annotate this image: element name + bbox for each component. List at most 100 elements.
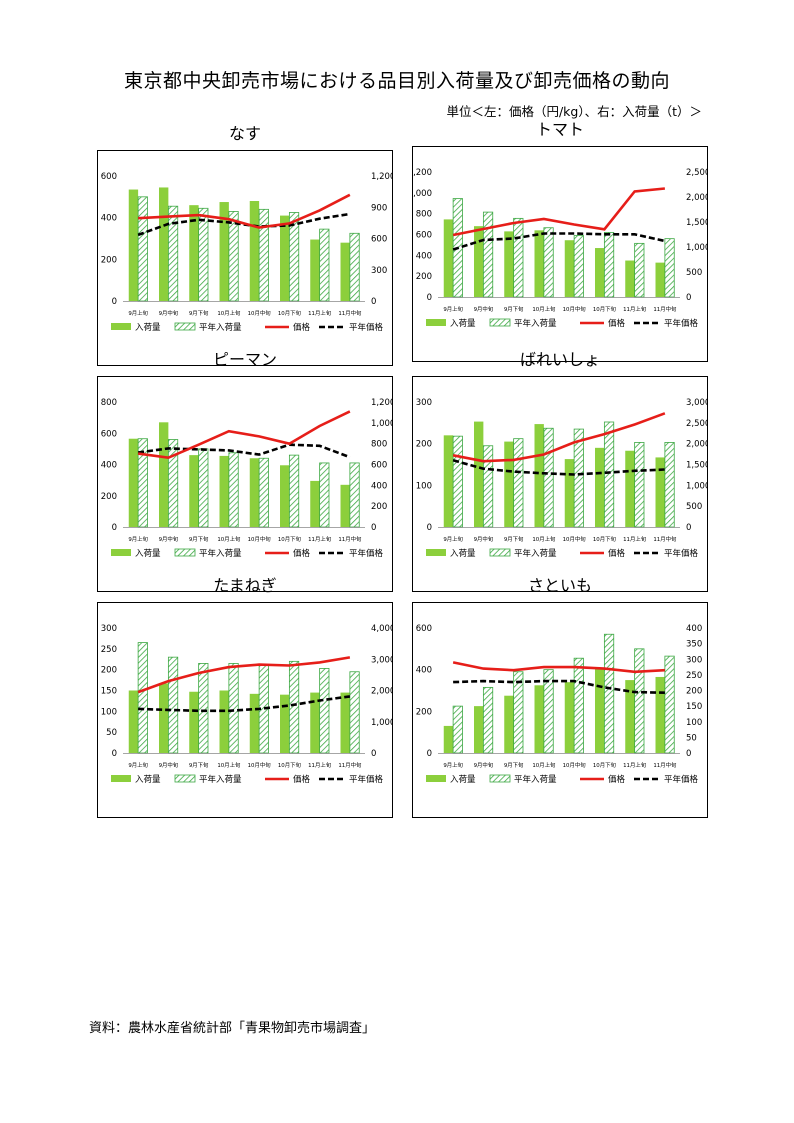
bar-volume (443, 725, 454, 753)
legend-normal-volume-label: 平年入荷量 (199, 774, 242, 785)
bar-normal-volume (349, 671, 360, 754)
category-label: 10月下旬 (278, 309, 302, 317)
bar-volume (219, 690, 229, 753)
category-label: 9月上旬 (443, 761, 463, 769)
legend-volume-label: 入荷量 (135, 774, 161, 785)
bar-volume (594, 447, 605, 527)
bar-normal-volume (634, 442, 645, 528)
category-label: 11月上旬 (623, 535, 647, 543)
category-label: 11月上旬 (308, 309, 332, 317)
bar-volume (655, 262, 665, 297)
legend-price-label: 価格 (608, 774, 626, 785)
bar-volume (564, 682, 575, 753)
category-label: 9月下旬 (189, 761, 209, 769)
bar-volume (189, 691, 199, 753)
bar-normal-volume (349, 462, 360, 528)
chart-nasu: 0 200 400 600 0 300 600 900 1,200 9月上旬 9月中旬 9月下旬 10月… (97, 150, 393, 366)
chart-panel: さといも 0 200 400 600 0 50 100 150 200 250 300 350 400 9… (412, 576, 708, 818)
right-tick-label: 900 (371, 203, 387, 213)
left-tick-label: 1,200 (412, 168, 432, 178)
bar-volume (625, 450, 635, 527)
bar-normal-volume (603, 421, 615, 528)
bar-normal-volume (137, 196, 148, 302)
right-tick-label: 3,000 (686, 398, 708, 408)
left-tick-label: 150 (101, 687, 117, 697)
legend-price-label: 価格 (293, 322, 311, 333)
category-label: 9月上旬 (443, 305, 463, 313)
bar-normal-volume (288, 660, 300, 754)
bar-volume (158, 683, 169, 753)
bar-normal-volume (319, 668, 330, 754)
bar-volume (594, 248, 605, 297)
right-tick-label: 600 (371, 235, 387, 245)
category-label: 10月下旬 (278, 761, 302, 769)
bar-normal-volume (664, 655, 675, 754)
right-tick-label: 2,000 (686, 193, 708, 203)
bar-volume (625, 680, 635, 753)
right-tick-label: 500 (686, 502, 702, 512)
bar-normal-volume (198, 207, 209, 302)
bar-volume (534, 685, 544, 753)
chart-satoimo: 0 200 400 600 0 50 100 150 200 250 300 350 400 9月上旬 9月… (412, 602, 708, 818)
right-tick-label: 200 (686, 687, 702, 697)
right-tick-label: 2,500 (686, 419, 708, 429)
bar-volume (340, 692, 350, 753)
right-tick-label: 100 (686, 718, 702, 728)
left-tick-label: 0 (112, 523, 117, 533)
bar-volume (443, 435, 454, 527)
legend-normal-volume-swatch (174, 548, 196, 557)
bar-normal-volume (573, 428, 584, 528)
bar-volume (625, 260, 635, 297)
bar-normal-volume (603, 232, 615, 298)
category-label: 9月下旬 (189, 535, 209, 543)
bar-volume (128, 189, 139, 301)
right-tick-label: 1,000 (371, 718, 393, 728)
bar-volume (504, 231, 514, 297)
legend-normal-price-label: 平年価格 (349, 322, 384, 333)
right-tick-label: 600 (371, 461, 387, 471)
legend-normal-volume-swatch (489, 318, 511, 327)
category-label: 11月中旬 (338, 761, 362, 769)
bar-normal-volume (543, 427, 554, 528)
category-label: 9月上旬 (128, 309, 148, 317)
legend-volume-swatch (111, 323, 131, 330)
line-price (137, 656, 351, 694)
bar-volume (279, 694, 290, 753)
bar-normal-volume (349, 232, 360, 302)
category-label: 10月上旬 (532, 305, 556, 313)
right-tick-label: 0 (371, 297, 376, 307)
right-tick-label: 4,000 (371, 624, 393, 634)
category-label: 11月上旬 (623, 761, 647, 769)
bar-volume (340, 484, 350, 527)
bar-volume (473, 226, 484, 297)
bar-normal-volume (137, 642, 148, 754)
line-price (452, 187, 666, 237)
right-tick-label: 1,500 (686, 218, 708, 228)
category-label: 11月中旬 (653, 761, 677, 769)
left-tick-label: 200 (416, 272, 432, 282)
left-tick-label: 400 (101, 461, 117, 471)
line-price (452, 661, 665, 674)
right-tick-label: 2,000 (371, 687, 393, 697)
chart-title: トマト (535, 120, 584, 139)
legend-normal-volume-label: 平年入荷量 (514, 774, 557, 785)
left-tick-label: 50 (106, 728, 117, 738)
right-tick-label: 1,200 (371, 398, 393, 408)
left-tick-label: 300 (101, 624, 117, 634)
left-tick-label: 200 (416, 707, 432, 717)
left-tick-label: 400 (416, 251, 432, 261)
bar-normal-volume (634, 648, 645, 754)
category-label: 11月中旬 (653, 535, 677, 543)
category-label: 9月中旬 (474, 761, 494, 769)
bar-volume (249, 201, 260, 301)
category-label: 10月下旬 (593, 535, 617, 543)
chart-title: たまねぎ (213, 576, 277, 595)
chart-tomato: 0 200 400 600 800 1,000 1,200 0 500 1,000 1,500 2,0… (412, 146, 708, 362)
right-tick-label: 0 (686, 749, 691, 759)
left-tick-label: 200 (101, 666, 117, 676)
line-price (138, 193, 351, 229)
right-tick-label: 800 (371, 440, 387, 450)
category-label: 9月下旬 (504, 535, 524, 543)
left-tick-label: 0 (112, 749, 117, 759)
right-tick-label: 300 (371, 266, 387, 276)
